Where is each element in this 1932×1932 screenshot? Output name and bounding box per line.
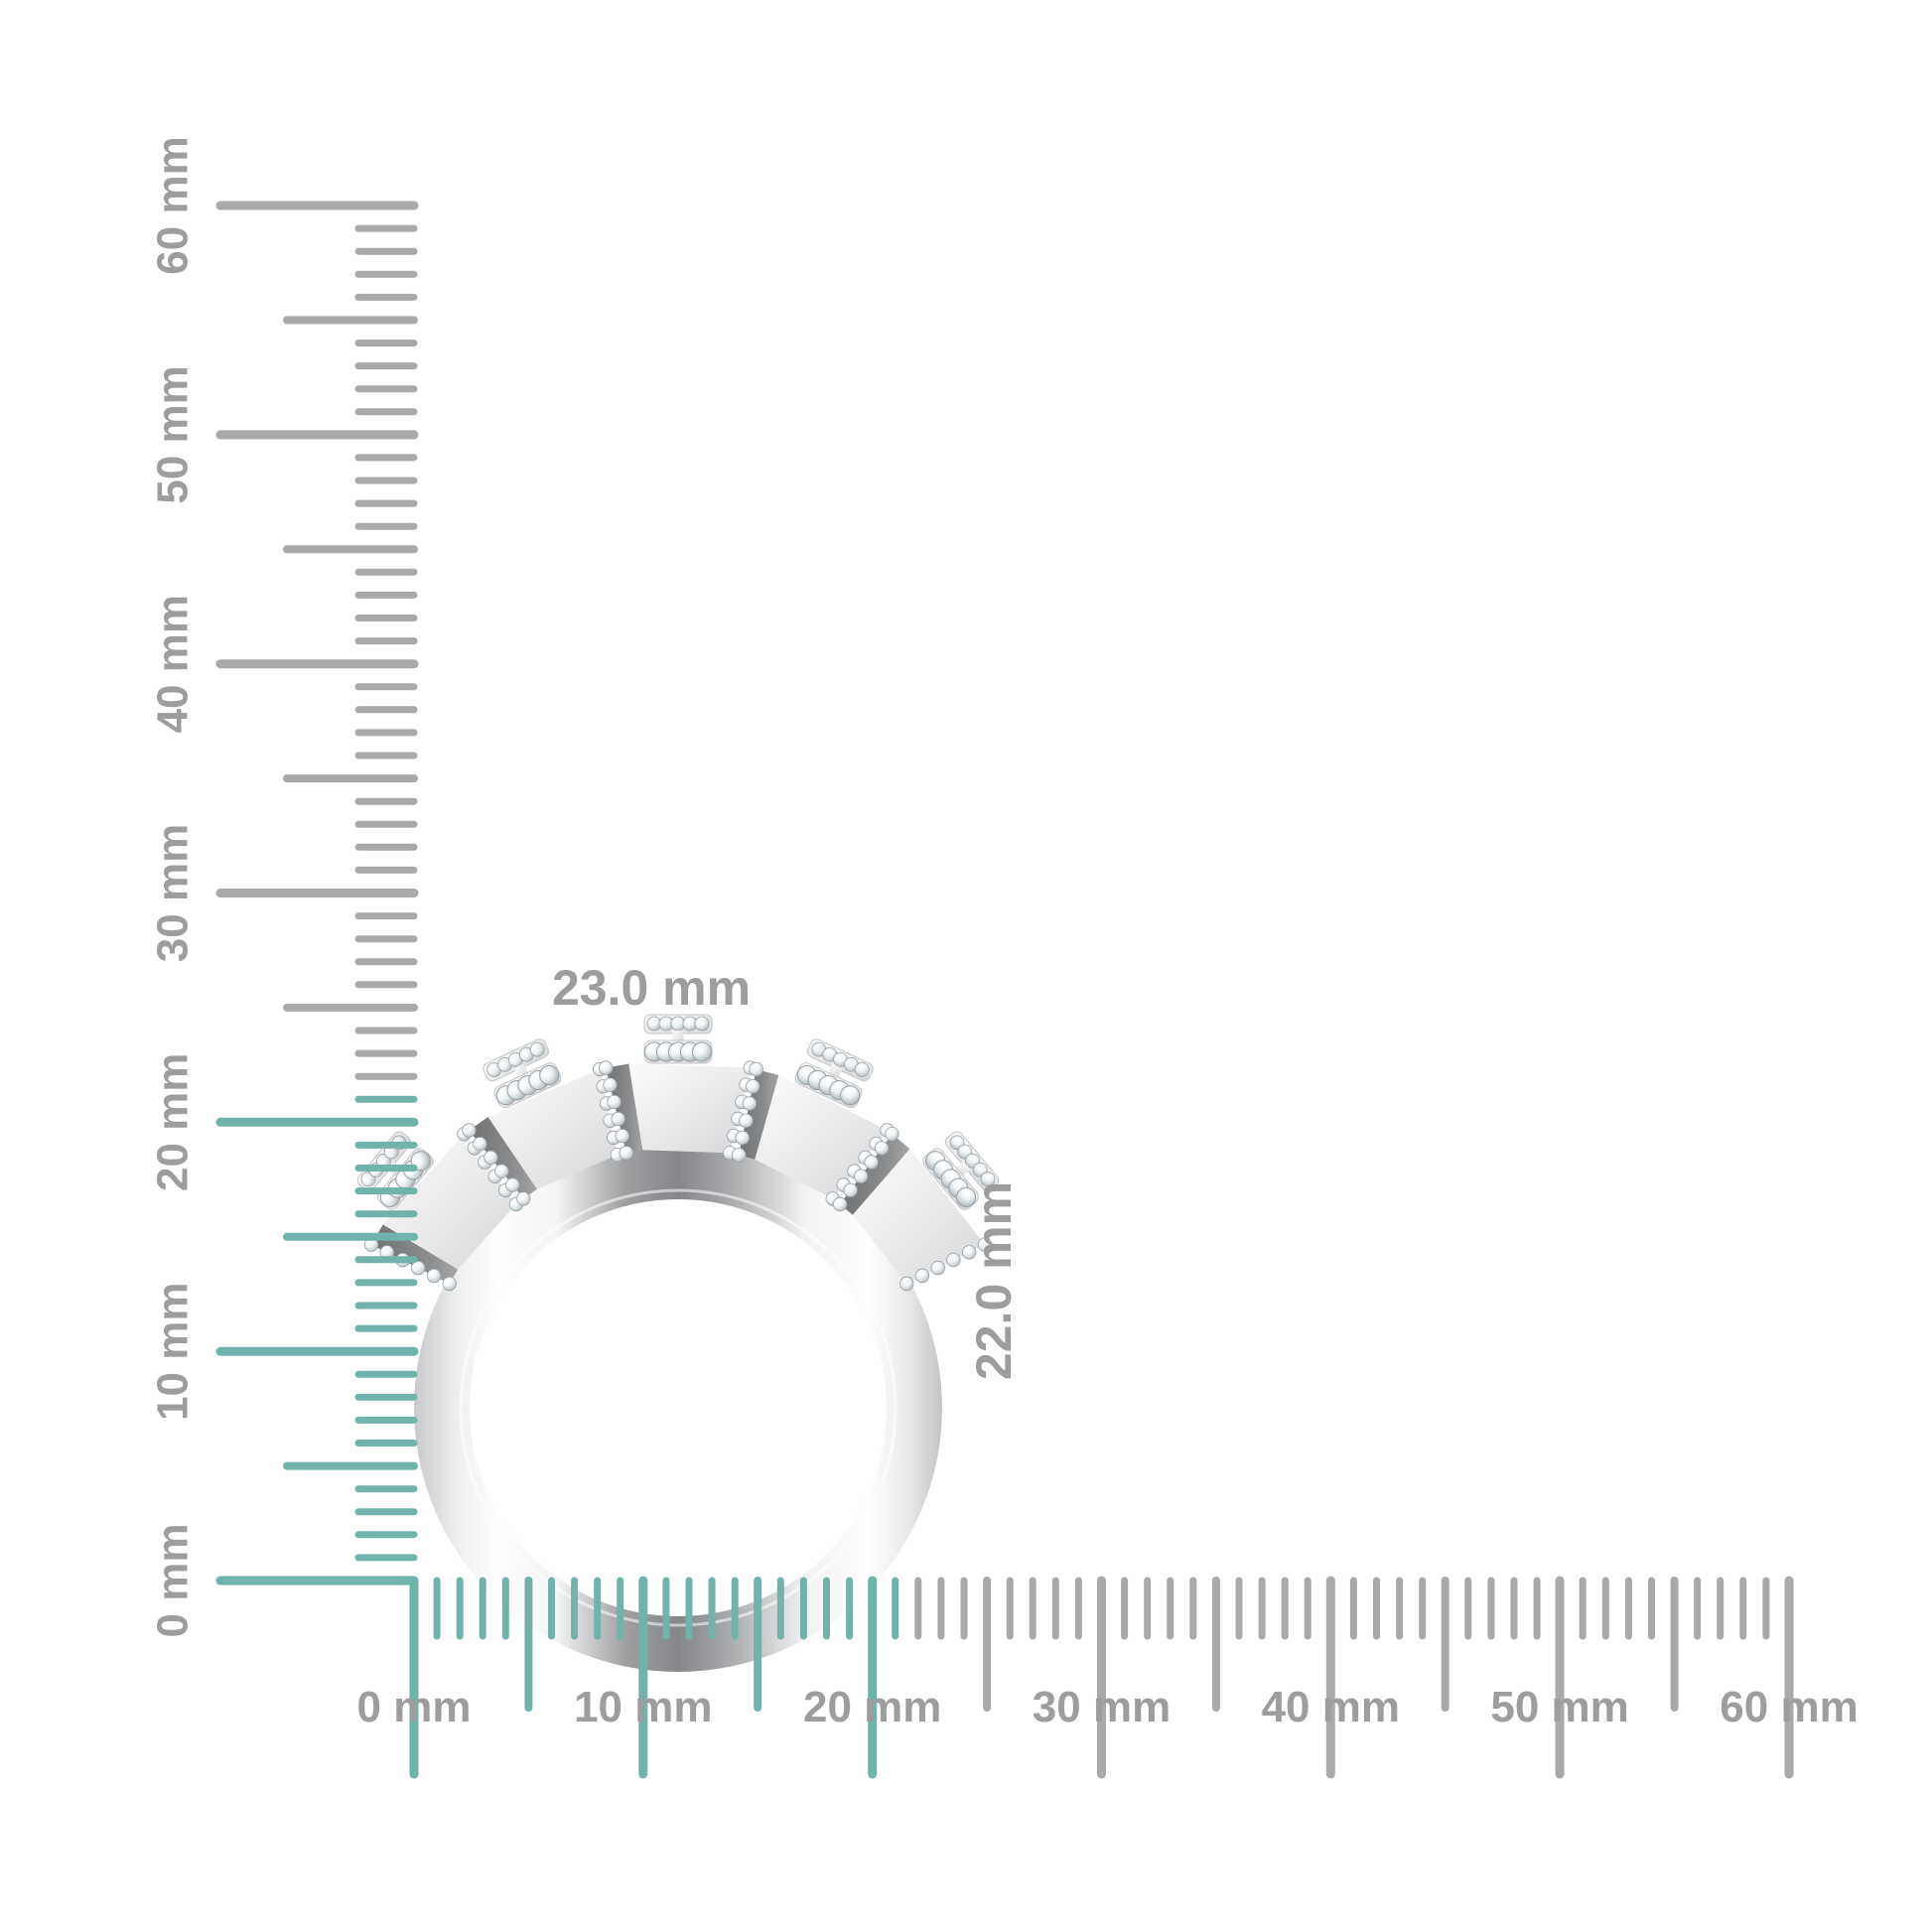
svg-text:10 mm: 10 mm xyxy=(149,1282,198,1420)
svg-text:60 mm: 60 mm xyxy=(1720,1683,1858,1731)
svg-text:0 mm: 0 mm xyxy=(357,1683,472,1731)
svg-text:60 mm: 60 mm xyxy=(149,136,198,274)
svg-text:40 mm: 40 mm xyxy=(149,595,198,733)
svg-text:50 mm: 50 mm xyxy=(149,365,198,503)
svg-text:10 mm: 10 mm xyxy=(574,1683,712,1731)
svg-text:50 mm: 50 mm xyxy=(1490,1683,1628,1731)
svg-text:23.0 mm: 23.0 mm xyxy=(552,960,751,1016)
svg-text:0 mm: 0 mm xyxy=(149,1524,198,1638)
svg-text:30 mm: 30 mm xyxy=(149,824,198,962)
svg-text:40 mm: 40 mm xyxy=(1262,1683,1400,1731)
svg-text:22.0 mm: 22.0 mm xyxy=(966,1181,1022,1380)
svg-text:20 mm: 20 mm xyxy=(803,1683,941,1731)
svg-text:20 mm: 20 mm xyxy=(149,1053,198,1191)
svg-text:30 mm: 30 mm xyxy=(1033,1683,1171,1731)
